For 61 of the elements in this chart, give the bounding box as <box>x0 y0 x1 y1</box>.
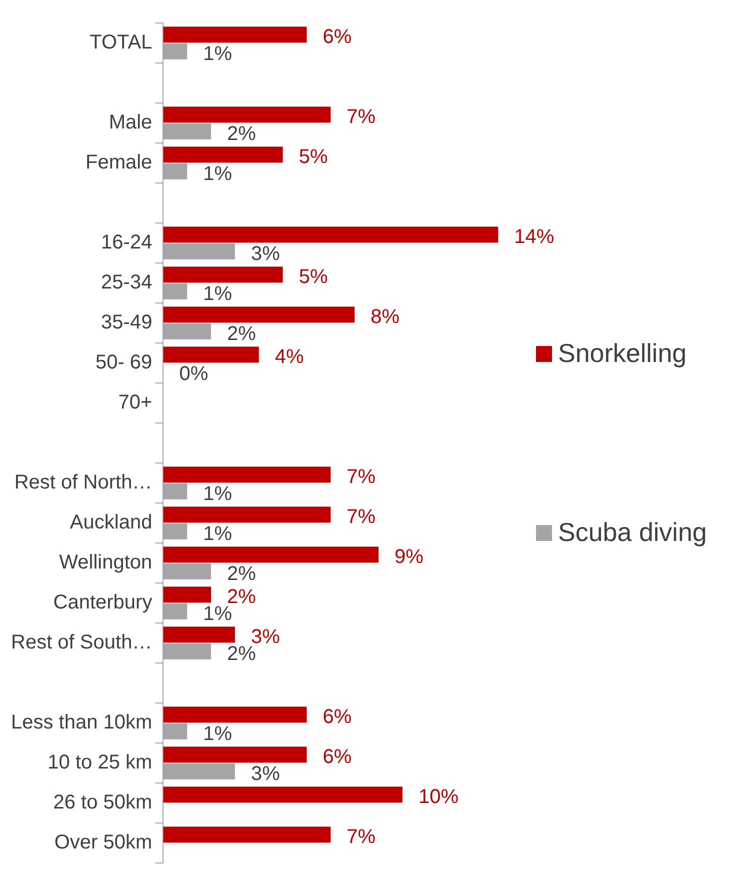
data-label: 1% <box>203 522 232 545</box>
data-label: 1% <box>203 162 232 185</box>
y-tick-label: Wellington <box>59 552 152 574</box>
bar <box>163 786 402 803</box>
legend-label: Snorkelling <box>558 338 687 369</box>
data-label: 5% <box>298 266 328 288</box>
y-tick-label: 35-49 <box>101 312 152 334</box>
legend-label: Scuba diving <box>558 517 707 548</box>
bar <box>163 466 331 483</box>
y-tick-label: 26 to 50km <box>53 792 152 814</box>
y-tick-label: TOTAL <box>90 32 152 54</box>
bar <box>163 506 331 523</box>
data-label: 6% <box>322 706 352 728</box>
data-label: 1% <box>203 282 232 305</box>
data-label: 3% <box>250 762 280 785</box>
bar <box>163 306 355 323</box>
data-label: 6% <box>322 26 352 48</box>
y-tick-label: 25-34 <box>101 272 152 294</box>
data-label: 2% <box>227 122 256 145</box>
bar <box>163 626 235 643</box>
y-tick-label: 70+ <box>118 392 152 414</box>
data-label: 7% <box>346 106 376 128</box>
y-tick-label: Rest of North… <box>14 472 152 494</box>
data-label: 7% <box>346 466 376 488</box>
bar <box>163 226 498 243</box>
bar <box>163 706 307 723</box>
bar <box>163 586 212 603</box>
y-tick-label: Canterbury <box>53 592 152 614</box>
data-label: 3% <box>250 242 280 265</box>
y-tick-label: Less than 10km <box>10 712 152 734</box>
y-tick-label: Female <box>85 152 152 174</box>
y-tick-label: Over 50km <box>54 832 152 854</box>
data-label: 6% <box>322 746 352 768</box>
data-label: 1% <box>203 482 232 505</box>
data-label: 8% <box>370 306 400 328</box>
y-tick-label: Male <box>108 112 152 134</box>
data-label: 9% <box>394 546 424 568</box>
data-label: 1% <box>203 42 232 65</box>
data-label: 4% <box>274 346 304 368</box>
data-label: 5% <box>298 146 328 168</box>
data-label: 14% <box>514 226 554 248</box>
y-tick-label: 10 to 25 km <box>48 752 152 774</box>
data-label: 7% <box>346 506 376 528</box>
bar <box>163 546 379 563</box>
y-tick-label: 50- 69 <box>95 352 152 374</box>
bar <box>163 746 307 763</box>
y-tick-label: 16-24 <box>101 232 152 254</box>
data-label: 7% <box>346 826 376 848</box>
bar <box>163 266 283 283</box>
bar <box>163 26 307 43</box>
data-label: 2% <box>227 322 256 345</box>
bar <box>163 346 259 363</box>
bar <box>163 146 283 163</box>
data-label: 0% <box>179 362 208 385</box>
data-label: 2% <box>227 562 256 585</box>
data-label: 1% <box>203 722 232 745</box>
bar <box>163 826 331 843</box>
bar <box>163 106 331 123</box>
data-label: 10% <box>418 786 459 808</box>
y-tick-label: Rest of South… <box>11 632 152 654</box>
y-tick-label: Auckland <box>70 512 152 534</box>
